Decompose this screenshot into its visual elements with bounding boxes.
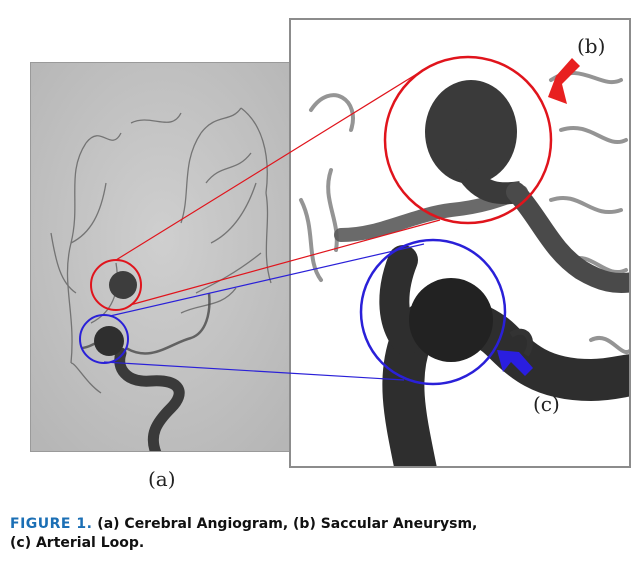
detail-image [289,18,631,468]
angiogram-image [30,62,292,452]
detail-vessels [291,20,629,466]
angiogram-vessels [31,63,291,451]
figure-caption: FIGURE 1. (a) Cerebral Angiogram, (b) Sa… [10,515,570,553]
caption-line-2: (c) Arterial Loop. [10,535,145,551]
panel-label-b: (b) [577,34,606,58]
caption-line-1: (a) Cerebral Angiogram, (b) Saccular Ane… [97,516,478,532]
panel-label-c: (c) [533,392,560,416]
panel-label-a: (a) [148,467,176,491]
figure-label: FIGURE 1. [10,516,93,532]
